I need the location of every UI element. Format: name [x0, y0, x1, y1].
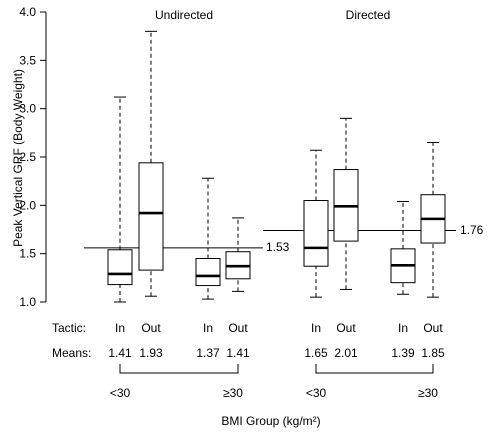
- tactic-label: In: [203, 321, 213, 335]
- panel-title: Directed: [346, 8, 391, 22]
- y-tick-label: 2.5: [19, 150, 36, 164]
- y-tick-label: 1.5: [19, 247, 36, 261]
- reference-label: 1.76: [460, 223, 484, 237]
- mean-label: 1.39: [391, 346, 415, 360]
- tactic-label: Out: [228, 321, 248, 335]
- mean-label: 1.41: [108, 346, 132, 360]
- box-iqr: [138, 162, 164, 271]
- y-axis-label: Peak Vertical GRF (Body Weight): [11, 69, 25, 247]
- y-tick-label: 2.0: [19, 198, 36, 212]
- tactic-label: Out: [141, 321, 161, 335]
- chart-marks: 1.0 1.5 2.0 2.5 3.0 3.5 4.0 Undirected 1.53 In 1.4…: [19, 5, 483, 400]
- reference-label: 1.53: [266, 240, 290, 254]
- mean-label: 1.85: [421, 346, 445, 360]
- tactic-label: In: [311, 321, 321, 335]
- means-row-label: Means:: [52, 346, 91, 360]
- bmi-group-label: ≥30: [418, 386, 438, 400]
- tactic-label: In: [115, 321, 125, 335]
- box-iqr: [303, 200, 329, 267]
- bmi-bracket: [315, 364, 434, 374]
- mean-label: 1.93: [139, 346, 163, 360]
- mean-label: 2.01: [334, 346, 358, 360]
- tactic-label: Out: [423, 321, 443, 335]
- panel-title: Undirected: [155, 8, 213, 22]
- bmi-bracket: [119, 364, 239, 374]
- mean-label: 1.41: [226, 346, 250, 360]
- mean-label: 1.65: [304, 346, 328, 360]
- y-tick-label: 4.0: [19, 5, 36, 19]
- tactic-label: Out: [336, 321, 356, 335]
- bmi-group-label: <30: [306, 386, 327, 400]
- bmi-group-label: ≥30: [223, 386, 243, 400]
- tactic-row-label: Tactic:: [52, 321, 86, 335]
- box-iqr: [195, 258, 221, 287]
- y-tick-label: 3.5: [19, 53, 36, 67]
- mean-label: 1.37: [196, 346, 220, 360]
- y-tick-label: 3.0: [19, 102, 36, 116]
- bmi-group-label: <30: [110, 386, 131, 400]
- box-iqr: [107, 249, 133, 286]
- tactic-label: In: [398, 321, 408, 335]
- y-tick-label: 1.0: [19, 295, 36, 309]
- x-axis-label: BMI Group (kg/m²): [221, 414, 320, 428]
